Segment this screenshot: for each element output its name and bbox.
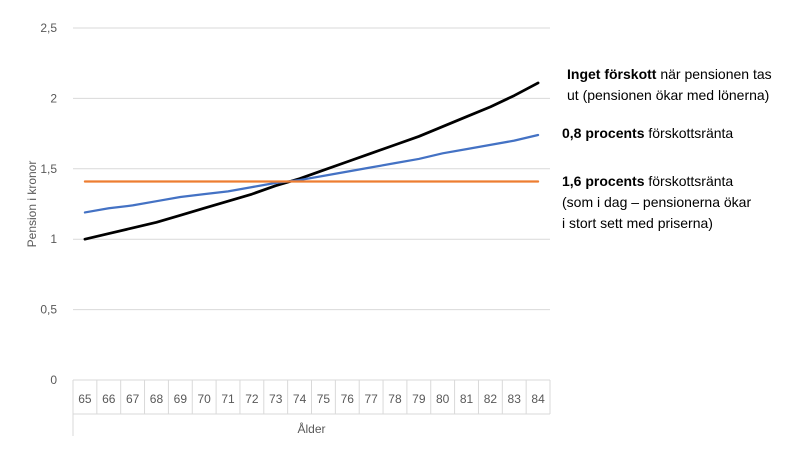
annotation-text: förskottsränta — [644, 173, 734, 189]
y-tick-label: 2,5 — [40, 21, 57, 35]
annotation-bold: Inget förskott — [567, 66, 657, 82]
annotation-line: (som i dag – pensionerna ökar — [562, 192, 751, 213]
x-tick-label: 72 — [245, 392, 259, 406]
annotation-text: i stort sett med priserna) — [562, 215, 713, 231]
x-tick-label: 66 — [102, 392, 116, 406]
annotation-line: 0,8 procents förskottsränta — [562, 123, 733, 144]
annotation-text: ut (pensionen ökar med lönerna) — [567, 87, 770, 103]
x-tick-label: 81 — [460, 392, 474, 406]
x-tick-label: 79 — [412, 392, 426, 406]
x-tick-label: 74 — [293, 392, 307, 406]
x-tick-label: 75 — [317, 392, 331, 406]
x-tick-label: 65 — [78, 392, 92, 406]
gridlines — [73, 27, 550, 311]
annotation-text: förskottsränta — [644, 125, 734, 141]
annotation-line: ut (pensionen ökar med lönerna) — [567, 85, 772, 106]
annotation-line: Inget förskott när pensionen tas — [567, 64, 772, 85]
axes — [72, 379, 551, 436]
annotation-line: i stort sett med priserna) — [562, 213, 751, 234]
series-line-1 — [83, 81, 540, 241]
x-tick-label: 84 — [531, 392, 545, 406]
annotation-bold: 0,8 procents — [562, 125, 645, 141]
x-tick-label: 71 — [221, 392, 235, 406]
x-tick-label: 83 — [508, 392, 522, 406]
x-tick-label: 68 — [150, 392, 164, 406]
y-tick-label: 0 — [50, 373, 57, 387]
tick-labels: 0 0,5 1 1,5 2 2,5 65 66 67 68 69 70 71 72 73 74 75 76 77 78… — [40, 21, 545, 406]
x-tick-label: 69 — [174, 392, 188, 406]
x-tick-label: 70 — [197, 392, 211, 406]
y-tick-label: 0,5 — [40, 303, 57, 317]
annotation-advance-1-6: 1,6 procents förskottsränta (som i dag –… — [562, 171, 751, 234]
series-lines — [83, 81, 540, 241]
y-tick-label: 1 — [50, 232, 57, 246]
x-tick-label: 67 — [126, 392, 140, 406]
annotation-line: 1,6 procents förskottsränta — [562, 171, 751, 192]
x-tick-label: 77 — [364, 392, 378, 406]
x-tick-label: 82 — [484, 392, 498, 406]
x-tick-label: 80 — [436, 392, 450, 406]
x-axis-title: Ålder — [297, 421, 325, 436]
x-tick-label: 73 — [269, 392, 283, 406]
y-axis-title: Pension i kronor — [25, 161, 39, 248]
annotation-text: när pensionen tas — [656, 66, 772, 82]
x-tick-label: 76 — [341, 392, 355, 406]
annotation-text: (som i dag – pensionerna ökar — [562, 194, 752, 210]
annotation-advance-0-8: 0,8 procents förskottsränta — [562, 123, 733, 144]
y-tick-label: 1,5 — [40, 162, 57, 176]
series-line-2 — [83, 133, 540, 214]
annotation-no-advance: Inget förskott när pensionen tas ut (pen… — [567, 64, 772, 106]
annotation-bold: 1,6 procents — [562, 173, 645, 189]
x-tick-label: 78 — [388, 392, 402, 406]
y-tick-label: 2 — [50, 91, 57, 105]
